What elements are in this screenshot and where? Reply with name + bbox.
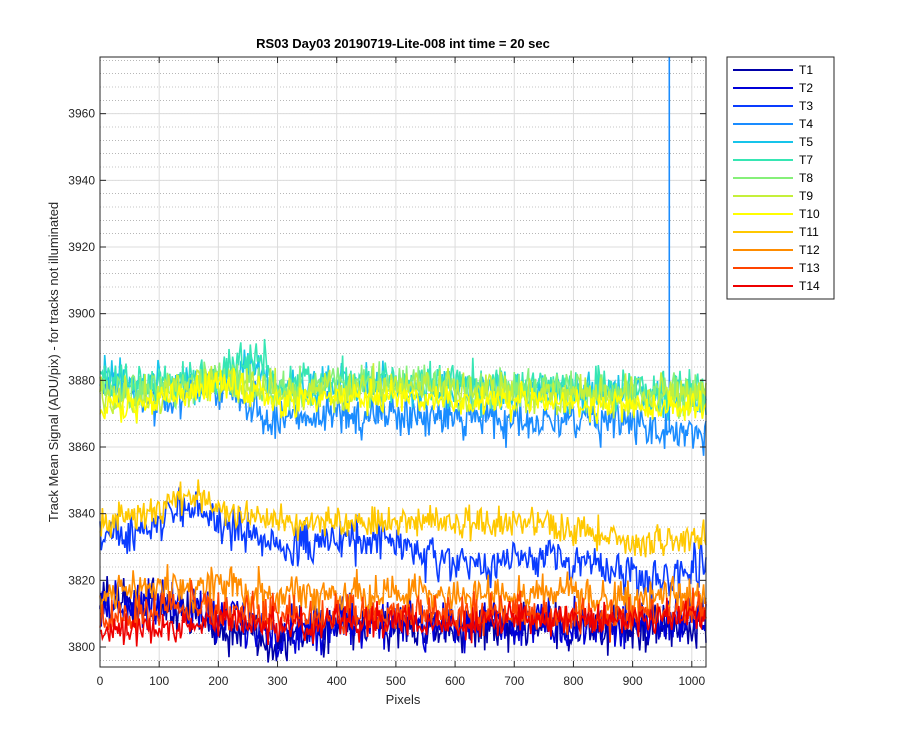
series-line-t12 (99, 564, 707, 626)
legend-label-t1: T1 (799, 63, 813, 77)
y-tick-label: 3900 (68, 307, 95, 321)
legend-label-t12: T12 (799, 243, 820, 257)
x-axis-label: Pixels (386, 692, 421, 707)
legend-label-t13: T13 (799, 261, 820, 275)
x-tick-label: 800 (563, 674, 583, 688)
x-tick-label: 600 (445, 674, 465, 688)
y-tick-label: 3840 (68, 507, 95, 521)
legend-label-t14: T14 (799, 279, 820, 293)
legend-label-t9: T9 (799, 189, 813, 203)
x-tick-label: 400 (327, 674, 347, 688)
y-axis-label: Track Mean Signal (ADU/pix) - for tracks… (46, 202, 61, 522)
x-tick-label: 900 (623, 674, 643, 688)
y-tick-label: 3800 (68, 640, 95, 654)
chart-title: RS03 Day03 20190719-Lite-008 int time = … (256, 36, 550, 51)
series-line-t8 (99, 361, 706, 419)
legend-label-t5: T5 (799, 135, 813, 149)
series-line-t11 (99, 479, 707, 558)
y-tick-label: 3820 (68, 573, 95, 587)
x-tick-label: 0 (97, 674, 104, 688)
axes-box (99, 56, 707, 668)
x-tick-label: 200 (208, 674, 228, 688)
legend-label-t7: T7 (799, 153, 813, 167)
x-tick-label: 100 (149, 674, 169, 688)
y-tick-label: 3880 (68, 373, 95, 387)
x-tick-label: 300 (268, 674, 288, 688)
legend-label-t3: T3 (799, 99, 813, 113)
series-line-t10 (99, 367, 707, 424)
x-tick-label: 500 (386, 674, 406, 688)
series-line-t14 (99, 597, 707, 647)
legend: T1 T2 T3 T4 T5 T7 T8 T9 T10 T11 T12 T13 T14 (726, 56, 835, 300)
legend-label-t8: T8 (799, 171, 813, 185)
legend-label-t11: T11 (799, 225, 819, 239)
y-tick-label: 3920 (68, 240, 95, 254)
x-tick-label: 1000 (678, 674, 705, 688)
legend-label-t4: T4 (799, 117, 813, 131)
y-tick-label: 3940 (68, 173, 95, 187)
y-tick-label: 3960 (68, 107, 95, 121)
ticks: 0 100 200 300 400 500 600 700 800 900 1000 3800 3820… (68, 57, 706, 688)
x-tick-label: 700 (504, 674, 524, 688)
legend-label-t10: T10 (799, 207, 820, 221)
legend-label-t2: T2 (799, 81, 813, 95)
y-tick-label: 3860 (68, 440, 95, 454)
series-group (99, 57, 707, 663)
